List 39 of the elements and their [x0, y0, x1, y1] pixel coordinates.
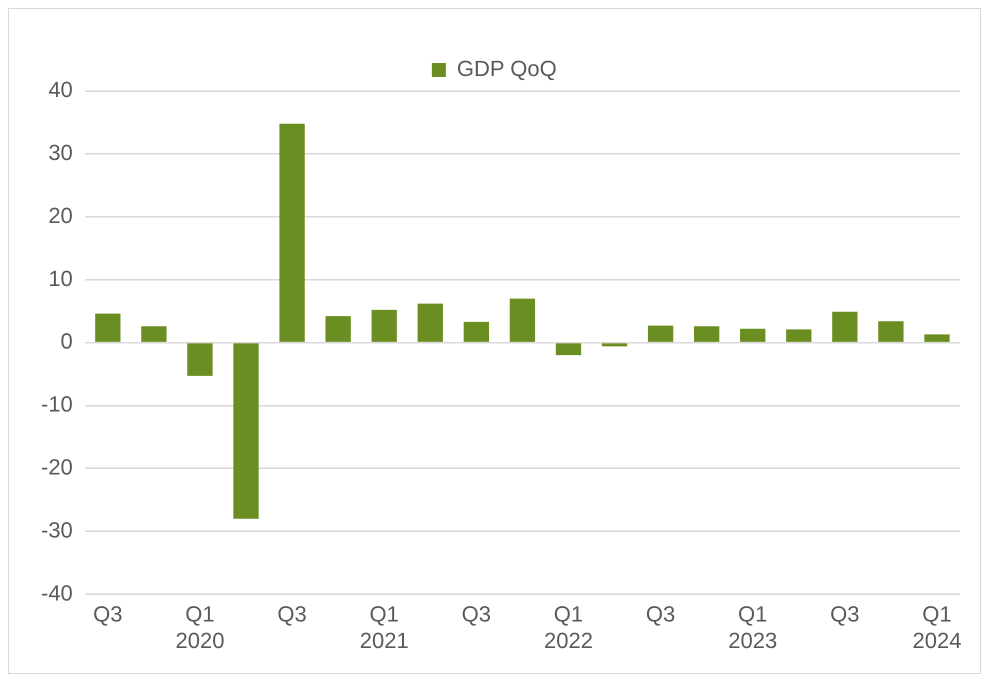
y-tick-label: 10 [48, 266, 73, 291]
bar [372, 310, 397, 342]
y-tick-label: 20 [48, 202, 73, 228]
y-tick-label: 30 [48, 140, 73, 165]
bar [233, 343, 259, 519]
x-tick-label: Q3 [462, 601, 492, 626]
bar [924, 334, 950, 342]
bar [510, 298, 536, 342]
bar [832, 312, 858, 342]
x-tick-label: Q1 2023 [728, 601, 778, 653]
bar [418, 304, 443, 342]
y-tick-label: 0 [60, 328, 73, 354]
x-tick-label: Q1 2022 [544, 601, 593, 653]
bar [602, 343, 628, 346]
bar [141, 326, 167, 342]
x-tick-label: Q3 [93, 601, 123, 626]
x-tick-label: Q3 [830, 601, 860, 626]
y-tick-label: 40 [48, 77, 73, 102]
x-tick-label: Q3 [646, 601, 676, 626]
y-tick-label: -40 [41, 580, 73, 606]
bar [694, 326, 720, 342]
bar [786, 329, 812, 342]
bar [95, 314, 120, 342]
legend-label: GDP QoQ [456, 56, 557, 82]
x-tick-label: Q3 [277, 601, 307, 626]
bar [464, 322, 490, 342]
x-tick-label: Q1 2024 [912, 601, 962, 653]
x-tick-label: Q1 2021 [360, 601, 409, 653]
y-tick-label: -20 [41, 454, 73, 480]
bar [740, 328, 766, 342]
y-tick-label: -30 [41, 517, 73, 542]
bar [279, 124, 305, 342]
bar [648, 326, 674, 342]
y-tick-label: -10 [41, 392, 73, 417]
bar [556, 343, 582, 356]
x-tick-label: Q1 2020 [175, 601, 224, 653]
bar [878, 321, 904, 342]
bar [187, 343, 213, 376]
bar [325, 316, 351, 342]
